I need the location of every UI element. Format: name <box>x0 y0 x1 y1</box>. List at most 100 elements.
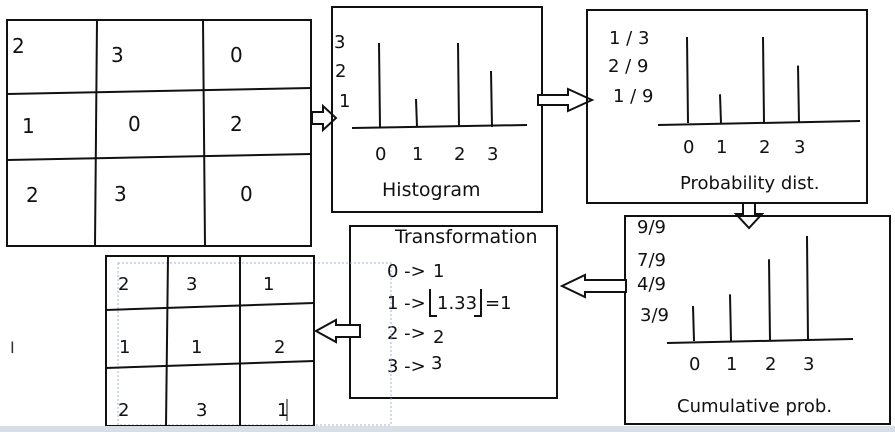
grid-line <box>202 19 206 247</box>
bar-mark <box>719 94 722 124</box>
input-cell: 3 <box>114 182 127 206</box>
x-tick-label: 3 <box>803 354 814 375</box>
output-grid: 2 3 1 1 1 2 2 3 1 <box>105 255 392 427</box>
x-tick-label: 0 <box>689 354 700 375</box>
input-cell: 3 <box>111 43 124 67</box>
bar-mark <box>686 36 689 124</box>
probability-title: Probability dist. <box>680 173 819 194</box>
grid-line <box>105 302 315 311</box>
grid-line <box>165 255 169 427</box>
x-tick-label: 0 <box>375 144 386 165</box>
rule-rhs: 1 <box>433 261 444 282</box>
cumulative-panel: 9/9 7/9 4/9 3/9 0 1 2 3 Cumulative prob. <box>624 215 891 425</box>
cumulative-title: Cumulative prob. <box>677 396 832 417</box>
right-arrow-icon <box>311 103 338 133</box>
histogram-bars <box>378 42 493 128</box>
rule-lhs: 2 -> <box>387 323 426 344</box>
x-tick-label: 2 <box>765 354 776 375</box>
rule-rhs: 3 <box>431 353 442 374</box>
histogram-panel: 3 2 1 0 1 2 3 Histogram <box>331 6 543 213</box>
rule-rhs: 1.33 <box>437 293 477 314</box>
histogram-y-label: 2 <box>335 61 346 82</box>
input-grid-border <box>6 19 312 247</box>
rule-lhs: 3 -> <box>387 356 426 377</box>
histogram-border <box>331 6 543 213</box>
histogram-y-label: 3 <box>334 32 345 53</box>
transformation-panel: Transformation 0 -> 1 1 -> 1.33 =1 2 -> … <box>349 225 558 399</box>
probability-bars <box>686 36 800 124</box>
probability-panel: 1 / 3 2 / 9 1 / 9 0 1 2 3 Probability dist. <box>586 9 868 204</box>
probability-x-axis <box>657 120 861 126</box>
input-cell: 0 <box>230 43 243 67</box>
rule-result: =1 <box>485 293 512 314</box>
output-cell: 3 <box>196 400 207 421</box>
histogram-x-labels: 0 1 2 3 <box>375 144 498 165</box>
bar-mark <box>768 259 771 342</box>
x-tick-label: 2 <box>454 144 465 165</box>
output-cell: 1 <box>263 274 274 295</box>
rule-lhs: 0 -> <box>387 261 426 282</box>
output-cell: 2 <box>118 274 129 295</box>
output-cell: 1 <box>119 337 130 358</box>
bar-mark <box>797 65 800 124</box>
cumulative-bars <box>692 235 809 342</box>
left-arrow-icon <box>559 273 627 299</box>
right-arrow-icon <box>537 87 595 113</box>
output-cell: 2 <box>274 337 285 358</box>
grid-line <box>94 19 98 247</box>
probability-y-label: 1 / 3 <box>609 28 649 49</box>
cumulative-y-label: 4/9 <box>637 274 666 295</box>
rule-rhs: 2 <box>433 327 444 348</box>
bottom-scrollbar[interactable] <box>0 426 895 432</box>
probability-x-labels: 0 1 2 3 <box>683 137 805 158</box>
histogram-y-label: 1 <box>339 91 350 112</box>
cumulative-border <box>624 215 891 425</box>
bar-mark <box>729 294 732 342</box>
bar-mark <box>762 36 765 124</box>
bar-mark <box>378 42 381 128</box>
output-cell: 2 <box>118 400 129 421</box>
x-tick-label: 3 <box>794 137 805 158</box>
floor-bracket-left <box>429 289 437 317</box>
input-cell: 0 <box>128 112 141 136</box>
x-tick-label: 1 <box>716 137 727 158</box>
input-cell: 2 <box>12 34 25 58</box>
left-arrow-icon <box>313 318 361 344</box>
bar-mark <box>806 235 809 342</box>
grid-line <box>105 360 315 369</box>
bar-mark <box>490 70 493 128</box>
grid-line <box>6 87 312 95</box>
x-tick-label: 1 <box>412 144 423 165</box>
selection-box <box>117 262 392 426</box>
output-cell: 1 <box>277 400 288 421</box>
text-cursor-icon: I <box>10 338 15 357</box>
probability-border <box>586 9 868 204</box>
input-cell: 1 <box>22 114 35 138</box>
x-tick-label: 3 <box>487 144 498 165</box>
x-tick-label: 1 <box>726 354 737 375</box>
transformation-title: Transformation <box>394 226 538 248</box>
rule-lhs: 1 -> <box>387 293 426 314</box>
output-cell: 1 <box>191 337 202 358</box>
input-grid: 2 3 0 1 0 2 2 3 0 <box>6 19 312 247</box>
bar-mark <box>415 98 418 128</box>
cumulative-x-labels: 0 1 2 3 <box>689 354 814 375</box>
x-tick-label: 0 <box>683 137 694 158</box>
output-cell: 3 <box>186 274 197 295</box>
input-cell: 2 <box>230 112 243 136</box>
grid-line <box>6 153 312 161</box>
bar-mark <box>457 42 460 128</box>
probability-y-label: 1 / 9 <box>613 86 653 107</box>
histogram-title: Histogram <box>382 179 481 201</box>
cumulative-y-label: 3/9 <box>640 305 669 326</box>
cumulative-x-axis <box>666 338 854 344</box>
floor-bracket-right <box>474 289 482 317</box>
cumulative-y-label: 9/9 <box>637 217 666 238</box>
transformation-border <box>349 225 558 399</box>
input-cell: 0 <box>240 182 253 206</box>
probability-y-label: 2 / 9 <box>608 56 648 77</box>
x-tick-label: 2 <box>759 137 770 158</box>
histogram-x-axis <box>351 124 528 129</box>
input-cell: 2 <box>26 183 39 207</box>
